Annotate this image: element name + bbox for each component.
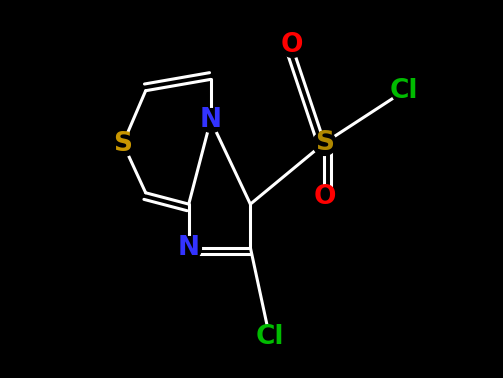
Text: N: N — [200, 107, 222, 133]
Text: O: O — [280, 32, 303, 57]
Text: N: N — [178, 235, 200, 260]
Text: Cl: Cl — [389, 79, 417, 104]
Text: Cl: Cl — [256, 324, 284, 350]
Text: O: O — [313, 184, 336, 209]
Text: S: S — [114, 131, 132, 156]
Text: S: S — [315, 130, 334, 156]
